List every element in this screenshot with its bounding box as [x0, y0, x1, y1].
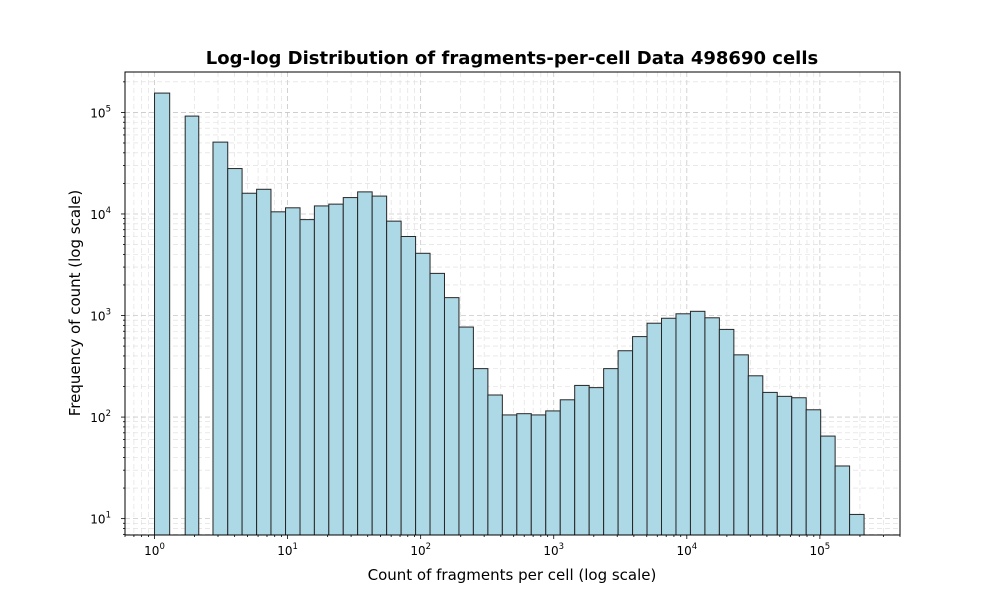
- histogram-bar: [559, 399, 576, 536]
- histogram-bar: [184, 115, 200, 536]
- histogram-bar: [415, 252, 431, 536]
- histogram-bar: [820, 435, 836, 536]
- histogram-bar: [241, 192, 258, 536]
- histogram-bar: [299, 219, 315, 536]
- histogram-bar: [689, 310, 706, 536]
- x-tick-label: 105: [810, 542, 831, 558]
- y-tick-label: 101: [90, 511, 111, 527]
- histogram-bar: [458, 326, 474, 536]
- histogram-bar: [747, 375, 764, 536]
- histogram-bar: [733, 354, 749, 536]
- histogram-bar: [603, 368, 619, 536]
- x-tick-label: 101: [277, 542, 298, 558]
- histogram-bar: [357, 191, 373, 536]
- histogram-bar: [212, 141, 229, 536]
- x-tick-label: 102: [410, 542, 431, 558]
- histogram-bar: [646, 322, 663, 536]
- histogram-bar: [661, 317, 677, 536]
- histogram-bar: [429, 272, 445, 536]
- plot-frame: [124, 71, 901, 536]
- x-tick-label: 103: [543, 542, 564, 558]
- histogram-bar: [718, 328, 735, 536]
- x-axis-label: Count of fragments per cell (log scale): [368, 566, 657, 584]
- x-tick-label: 104: [676, 542, 697, 558]
- x-tick-label: 100: [144, 542, 165, 558]
- histogram-bar: [472, 368, 489, 536]
- histogram-bar: [776, 395, 793, 536]
- histogram-bar: [617, 350, 634, 536]
- histogram-bar: [256, 188, 272, 536]
- y-axis-label: Frequency of count (log scale): [66, 190, 84, 417]
- histogram-bar: [530, 414, 547, 536]
- histogram-bar: [227, 168, 243, 536]
- histogram-bar: [313, 205, 330, 536]
- histogram-bar: [588, 387, 605, 536]
- histogram-bar: [632, 336, 648, 536]
- histogram-bar: [805, 409, 822, 536]
- histogram-bar: [342, 197, 359, 536]
- histogram-bar: [762, 391, 778, 536]
- histogram-bar: [501, 414, 518, 536]
- histogram-bar: [487, 394, 503, 536]
- histogram-bar: [270, 211, 287, 536]
- histogram-bar: [386, 220, 402, 536]
- histogram-bar: [371, 195, 388, 536]
- histogram-bar: [704, 317, 720, 536]
- y-tick-label: 103: [90, 308, 111, 324]
- histogram-bar: [675, 313, 691, 536]
- histogram-bar: [400, 235, 417, 536]
- y-tick-label: 104: [90, 206, 111, 222]
- chart-title: Log-log Distribution of fragments-per-ce…: [206, 48, 818, 69]
- histogram-bar: [545, 410, 561, 536]
- y-tick-label: 105: [90, 104, 111, 120]
- histogram-bar: [328, 203, 344, 536]
- histogram-bar: [285, 207, 301, 536]
- histogram-bar: [849, 513, 865, 536]
- histogram-bar: [443, 297, 460, 536]
- y-tick-label: 102: [90, 409, 111, 425]
- bars: [154, 92, 865, 536]
- histogram-bar: [834, 465, 851, 536]
- ticks: 100 101 102 103 104 105 101 102 103 104 105: [90, 81, 901, 558]
- histogram-bar: [574, 384, 590, 536]
- histogram-bar: [154, 92, 171, 536]
- histogram-bar: [516, 413, 532, 536]
- histogram-bar: [791, 397, 807, 536]
